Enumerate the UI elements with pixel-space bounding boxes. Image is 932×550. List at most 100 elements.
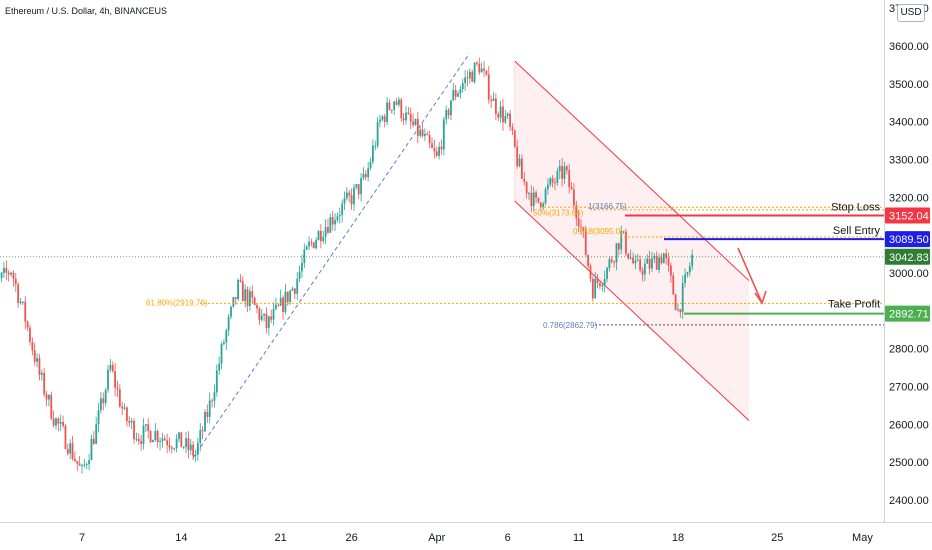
candle-body	[320, 231, 322, 241]
candle	[672, 272, 674, 294]
candle-body	[351, 195, 353, 204]
candle-body	[478, 64, 480, 72]
candle-body	[24, 302, 26, 322]
candle-body	[17, 284, 19, 303]
candle-body	[254, 297, 256, 305]
time-axis[interactable]: 7 14 21 26 Apr 6 11 18 25 May	[79, 532, 873, 544]
candle	[13, 270, 15, 286]
candle	[31, 337, 33, 355]
candle	[311, 239, 313, 247]
candle	[379, 115, 381, 127]
candle-body	[190, 445, 192, 451]
y-tick-label: 3300.00	[889, 154, 929, 166]
candle	[266, 307, 268, 333]
currency-button[interactable]: USD	[897, 4, 925, 22]
candle-body	[467, 77, 469, 78]
candle-body	[405, 113, 407, 121]
candle-body	[443, 119, 445, 149]
candle	[258, 307, 260, 325]
candle-body	[266, 314, 268, 328]
candle-body	[214, 392, 216, 401]
candle-body	[91, 439, 93, 460]
candle-body	[112, 365, 114, 371]
candle-body	[301, 263, 303, 271]
candle	[341, 200, 343, 223]
candle-body	[29, 328, 31, 342]
candle-body	[419, 130, 421, 136]
candle-body	[519, 159, 521, 166]
x-tick-label: 14	[175, 532, 187, 544]
candle	[27, 320, 29, 331]
candle-body	[403, 118, 405, 120]
candle-body	[370, 162, 372, 168]
candle-body	[474, 63, 476, 82]
candle-body	[578, 218, 580, 226]
candle	[225, 328, 227, 349]
candle	[353, 184, 355, 211]
candle-body	[128, 421, 130, 423]
candle-body	[263, 314, 265, 316]
candle	[462, 79, 464, 93]
candle	[396, 98, 398, 106]
candle-body	[448, 110, 450, 115]
candle-body	[502, 107, 504, 123]
candle-body	[497, 114, 499, 118]
candle	[79, 456, 81, 466]
candle-body	[568, 170, 570, 187]
price-axis[interactable]: 3700.003600.003500.003400.003300.003200.…	[885, 3, 930, 507]
candle-body	[540, 202, 542, 207]
current-price-tag[interactable]: 3042.83	[885, 249, 930, 265]
candle-body	[124, 407, 126, 408]
candle	[301, 255, 303, 278]
candle-body	[493, 98, 495, 101]
candle-body	[526, 182, 528, 193]
candle-body	[289, 291, 291, 302]
candle	[143, 418, 145, 449]
candle	[211, 398, 213, 407]
candle	[169, 437, 171, 451]
candle	[162, 433, 164, 448]
sell-entry-price-tag[interactable]: 3089.50	[885, 231, 930, 247]
stop-loss-price-tag-text: 3152.04	[889, 210, 929, 222]
candle-body	[611, 259, 613, 261]
candle	[327, 219, 329, 235]
stop-loss-price-tag[interactable]: 3152.04	[885, 207, 930, 223]
take-profit-price-tag[interactable]: 2892.71	[885, 306, 930, 322]
ascending-trendline[interactable]	[193, 54, 470, 459]
candle	[490, 95, 492, 108]
candle-body	[39, 358, 41, 375]
candle-body	[280, 298, 282, 306]
candle	[476, 61, 478, 66]
candle	[488, 66, 490, 103]
candle	[88, 454, 90, 470]
candle-body	[512, 127, 514, 130]
candle-body	[176, 439, 178, 448]
candle-body	[138, 439, 140, 441]
trade-overlay[interactable]: 61.80%(2919.76) 1(3166.75) 50%(3173.64) 0.6…	[0, 201, 884, 329]
candle-body	[150, 431, 152, 442]
candle	[478, 58, 480, 75]
candle-body	[147, 424, 149, 431]
candle-body	[407, 113, 409, 114]
candle	[448, 108, 450, 119]
candle	[114, 363, 116, 396]
candle-body	[48, 395, 50, 399]
candle-body	[228, 317, 230, 331]
candle	[512, 123, 514, 135]
candle	[183, 446, 185, 449]
candle-body	[348, 193, 350, 196]
candle-body	[258, 308, 260, 319]
candle-body	[509, 114, 511, 127]
candle-body	[658, 258, 660, 270]
candle-body	[393, 102, 395, 110]
candle-body	[169, 445, 171, 447]
candle-body	[46, 394, 48, 399]
candle	[76, 461, 78, 471]
candle	[625, 229, 627, 257]
candle	[407, 107, 409, 115]
candle-body	[270, 316, 272, 319]
candle-body	[206, 412, 208, 417]
candle	[322, 231, 324, 244]
candle-body	[178, 432, 180, 439]
